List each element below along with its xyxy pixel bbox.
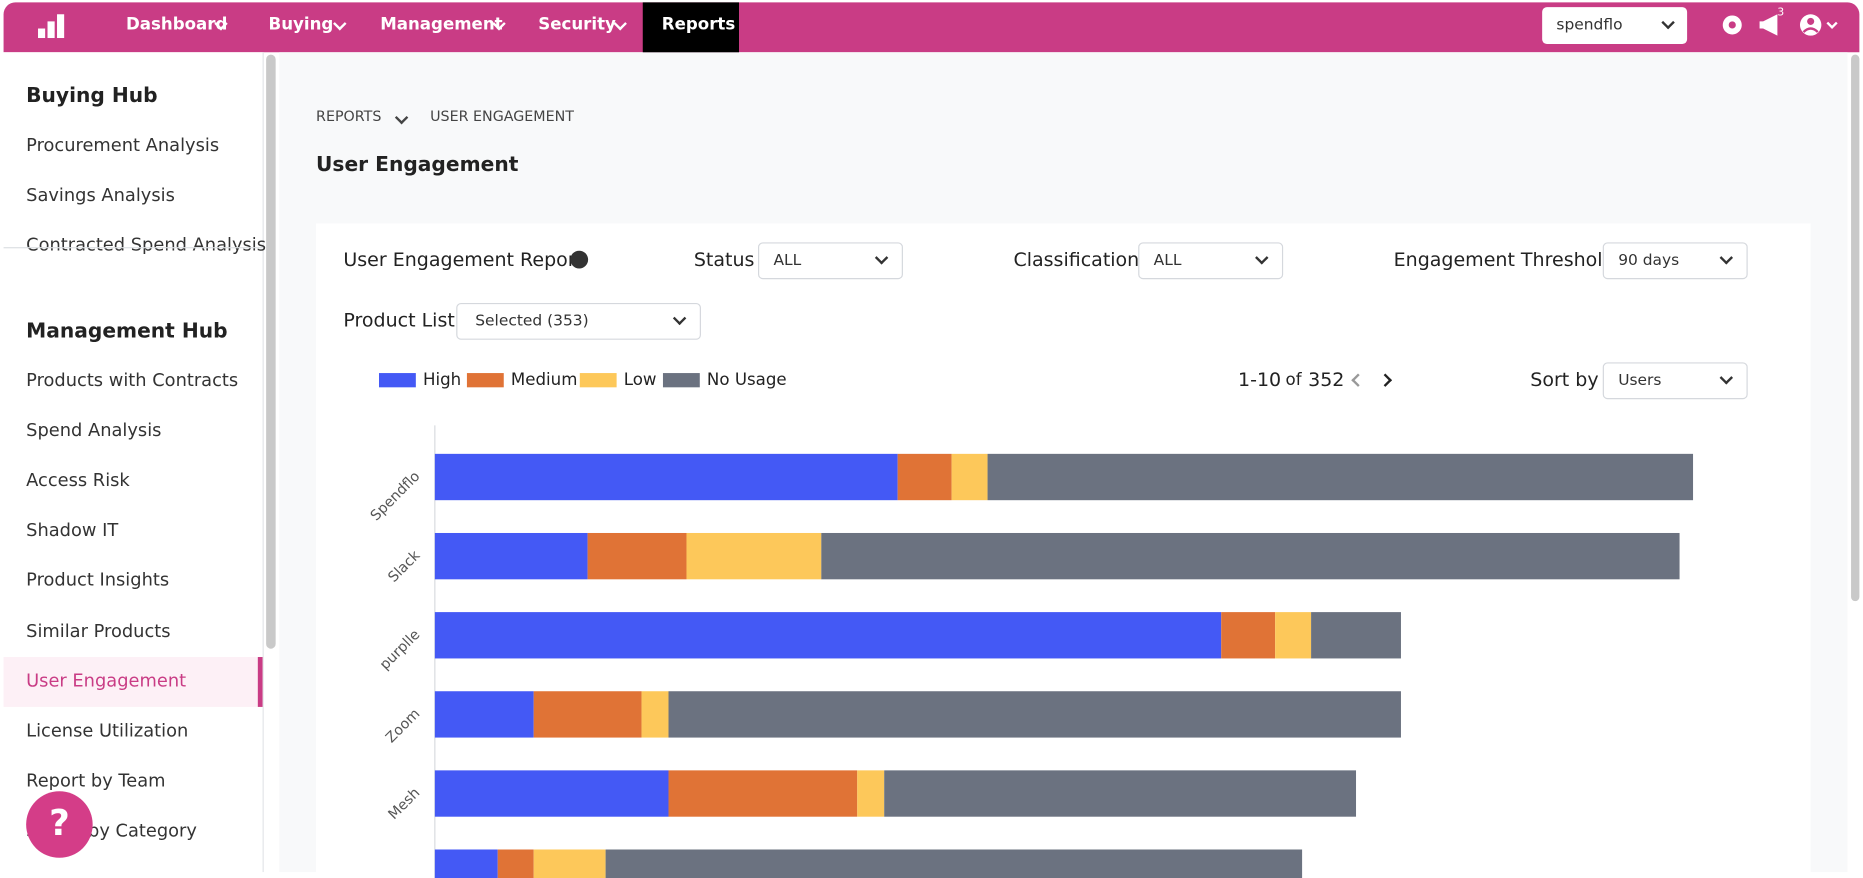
category-label: Mesh bbox=[386, 785, 424, 823]
legend-label: Medium bbox=[510, 370, 578, 390]
bar-segment bbox=[1221, 612, 1276, 659]
active-tab bbox=[642, 2, 739, 53]
category-label: Spendflo bbox=[368, 469, 424, 525]
header-icons[interactable] bbox=[1711, 7, 1854, 45]
nav-item[interactable]: Dashboard bbox=[125, 15, 228, 35]
filter-select[interactable]: ALL bbox=[1138, 242, 1284, 280]
sidebar-item[interactable]: Procurement Analysis bbox=[26, 134, 220, 156]
active-item bbox=[3, 656, 263, 707]
scrollbar bbox=[266, 54, 276, 649]
bar-segment bbox=[668, 770, 858, 817]
sidebar-item[interactable]: Access Risk bbox=[26, 469, 130, 491]
bar-segment bbox=[641, 691, 669, 738]
info-icon bbox=[570, 250, 589, 269]
category-label: purplle bbox=[377, 627, 424, 674]
bar-segment bbox=[533, 691, 642, 738]
legend-label: High bbox=[422, 370, 462, 390]
bar-segment bbox=[434, 453, 898, 501]
sidebar-item[interactable]: User Engagement bbox=[26, 669, 187, 692]
category-label: Slack bbox=[385, 547, 424, 586]
sidebar-item[interactable]: Similar Products bbox=[26, 619, 171, 642]
sidebar-item[interactable]: Report by Team bbox=[26, 770, 166, 792]
report-title: User Engagement Report bbox=[343, 248, 584, 271]
logo bbox=[38, 14, 65, 39]
page-of: of bbox=[1285, 370, 1302, 390]
sidebar-item[interactable]: Products with Contracts bbox=[26, 369, 239, 391]
bar-segment bbox=[951, 453, 988, 501]
bar-segment bbox=[668, 691, 1401, 738]
filter-label: Sort by bbox=[1530, 368, 1599, 391]
divider bbox=[3, 246, 263, 248]
scrollbar bbox=[1851, 54, 1860, 602]
notification-count: 3 bbox=[1777, 7, 1785, 20]
filter-label: Engagement Threshold bbox=[1393, 248, 1615, 271]
bar-segment bbox=[497, 849, 534, 878]
filter-label: Status bbox=[693, 248, 755, 271]
nav-item[interactable]: Management bbox=[380, 15, 503, 35]
bar-segment bbox=[533, 849, 606, 878]
bar-segment bbox=[434, 849, 498, 878]
page-title: User Engagement bbox=[316, 153, 519, 178]
legend-swatch[interactable] bbox=[379, 373, 416, 388]
legend-swatch[interactable] bbox=[579, 373, 617, 388]
filter-select[interactable]: Users bbox=[1602, 362, 1748, 400]
sidebar-item[interactable]: Shadow IT bbox=[26, 519, 119, 541]
bar-segment bbox=[897, 453, 952, 501]
nav-item[interactable]: Buying bbox=[268, 15, 334, 35]
sidebar-item[interactable]: Contracted Spend Analysis bbox=[26, 234, 267, 256]
sidebar-item[interactable]: License Utilization bbox=[26, 719, 189, 742]
bar-segment bbox=[821, 532, 1680, 580]
bar-segment bbox=[1311, 612, 1401, 659]
breadcrumb[interactable]: REPORTS bbox=[316, 108, 382, 125]
nav-item[interactable]: Reports bbox=[661, 15, 736, 35]
breadcrumb: USER ENGAGEMENT bbox=[430, 108, 575, 125]
org-select[interactable]: spendflo bbox=[1542, 7, 1688, 44]
bar-segment bbox=[686, 532, 822, 580]
bar-segment bbox=[1275, 612, 1312, 659]
bar-segment bbox=[987, 453, 1694, 501]
section-title: Management Hub bbox=[26, 319, 228, 343]
legend-swatch[interactable] bbox=[662, 373, 700, 388]
filter-select[interactable]: ALL bbox=[758, 242, 903, 280]
bar-segment bbox=[884, 770, 1357, 817]
filter-label: Product List bbox=[343, 308, 455, 332]
sidebar-item[interactable]: Savings Analysis bbox=[26, 184, 175, 206]
bar-segment bbox=[434, 770, 669, 817]
filter-select[interactable]: Selected (353) bbox=[456, 302, 701, 340]
legend-label: Low bbox=[623, 370, 657, 390]
sidebar-item[interactable]: Spend Analysis bbox=[26, 419, 162, 441]
sidebar bbox=[3, 52, 264, 873]
bar-segment bbox=[605, 849, 1303, 878]
chart: Spendflo Slack purplle Zoom Mesh bbox=[368, 425, 1694, 878]
filter-label: Classification bbox=[1013, 248, 1140, 271]
page-total: 352 bbox=[1308, 368, 1345, 391]
help-button[interactable]: ? bbox=[26, 791, 93, 858]
bar-segment bbox=[434, 612, 1222, 659]
nav-item[interactable]: Security bbox=[538, 15, 616, 35]
bar-segment bbox=[857, 770, 885, 817]
bar-segment bbox=[587, 532, 687, 580]
bar-segment bbox=[434, 691, 534, 738]
legend-swatch[interactable] bbox=[466, 373, 504, 388]
sidebar-item[interactable]: Product Insights bbox=[26, 569, 170, 591]
category-label: Zoom bbox=[383, 706, 423, 746]
filter-select[interactable]: 90 days bbox=[1602, 242, 1748, 280]
section-title: Buying Hub bbox=[26, 84, 158, 109]
legend-label: No Usage bbox=[706, 370, 787, 390]
bar-segment bbox=[434, 532, 588, 580]
page-range: 1-10 bbox=[1238, 368, 1282, 391]
